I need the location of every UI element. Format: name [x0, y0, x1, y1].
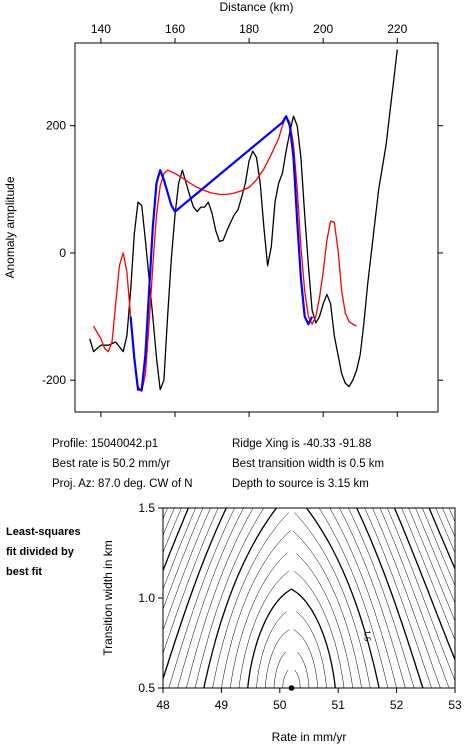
contour-line: [163, 508, 455, 604]
x-tick-label: 50: [273, 698, 287, 712]
contour-line: [163, 508, 450, 688]
contour-frame: [162, 507, 456, 689]
contour-line: [177, 508, 406, 688]
contour-label: 1.5: [362, 630, 371, 642]
y-axis-label: Transition width in km: [101, 540, 115, 656]
misfit-contour-chart: 48 49 50 51 52 53 0.5 1.0 1.5 Rate in mm/yr Transi…: [76, 501, 467, 744]
contour-line: [256, 611, 327, 688]
contour-line: [163, 508, 455, 682]
best-width-label: Best transition width is 0.5 km: [232, 458, 385, 470]
contour-line: [163, 508, 455, 662]
contour-lines: [76, 508, 467, 688]
x-tick-label: 48: [156, 698, 170, 712]
y-tick-label: 1.0: [138, 591, 155, 605]
x-tick-label: 180: [239, 22, 259, 36]
x-axis-label: Rate in mm/yr: [272, 730, 347, 744]
y-tick-label: -200: [42, 373, 66, 387]
depth-label: Depth to source is 3.15 km: [232, 478, 369, 490]
proj-az-label: Proj. Az: 87.0 deg. CW of N: [52, 478, 193, 490]
y-tick-label: 0: [59, 246, 66, 260]
contour-line: [163, 508, 455, 622]
contour-line: [203, 508, 380, 688]
best-fit-marker: [288, 685, 295, 691]
x-tick-label: 160: [165, 22, 185, 36]
contour-title-line: Least-squares: [6, 526, 81, 538]
contour-line: [282, 669, 301, 688]
contour-line: [247, 588, 336, 688]
x-tick-label: 140: [91, 22, 111, 36]
y-tick-label: 200: [46, 119, 66, 133]
x-axis-label: Distance (km): [219, 0, 293, 14]
contour-line: [428, 508, 455, 571]
contour-line: [212, 512, 371, 688]
contour-line: [186, 508, 397, 688]
contour-line: [229, 552, 354, 688]
x-tick-label: 52: [390, 698, 404, 712]
contour-line: [238, 570, 345, 688]
contour-title: Least-squares fit divided by best fit: [6, 522, 106, 582]
contour-line: [163, 508, 441, 688]
contour-line: [168, 508, 415, 688]
series-line-0: [89, 49, 398, 391]
contour-line: [273, 651, 310, 688]
y-tick-label: 1.5: [138, 501, 155, 515]
x-tick-label: 49: [215, 698, 229, 712]
contour-line: [221, 530, 362, 688]
contour-line: [163, 508, 424, 688]
contour-line: [264, 629, 319, 688]
x-tick-label: 220: [387, 22, 407, 36]
anomaly-chart: 140 160 180 200 220 -200 0 200 Distance (km) Anom…: [3, 0, 443, 417]
series-line-2: [129, 115, 314, 391]
contour-title-line: best fit: [6, 566, 43, 578]
contour-line: [163, 508, 432, 688]
y-axis-label: Anomaly amplitude: [3, 176, 17, 278]
x-tick-label: 53: [448, 698, 462, 712]
best-rate-label: Best rate is 50.2 mm/yr: [52, 458, 171, 470]
contour-line: [422, 508, 455, 587]
x-tick-label: 51: [332, 698, 346, 712]
contour-title-line: fit divided by: [6, 546, 74, 558]
y-tick-label: 0.5: [138, 681, 155, 695]
x-tick-label: 200: [313, 22, 333, 36]
contour-line: [435, 508, 455, 554]
contour-line: [194, 508, 389, 688]
plot-frame: [74, 42, 439, 413]
profile-label: Profile: 15040042.p1: [52, 438, 159, 450]
contour-line: [76, 508, 467, 625]
ridge-xing-label: Ridge Xing is -40.33 -91.88: [232, 438, 372, 450]
contour-line: [163, 508, 455, 641]
